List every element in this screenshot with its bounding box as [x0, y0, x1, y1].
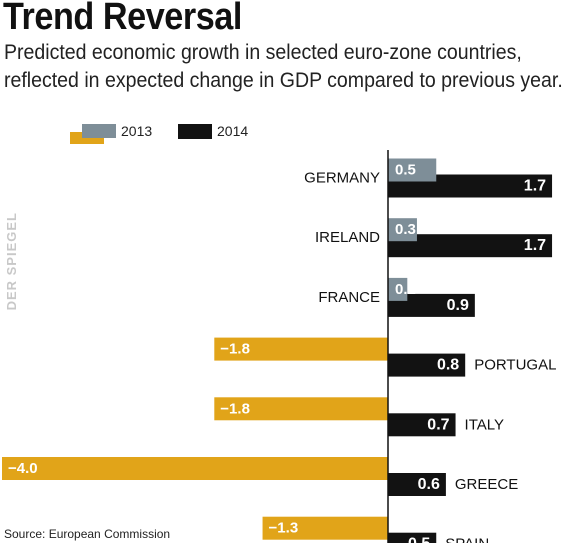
- value-label-2014-france: 0.9: [447, 297, 469, 314]
- category-label-greece: GREECE: [455, 476, 518, 493]
- bar-2013-greece: [2, 457, 388, 480]
- bar-2014-ireland: [388, 234, 553, 258]
- value-label-2013-ireland: 0.3: [395, 221, 416, 238]
- category-label-ireland: IRELAND: [315, 229, 380, 246]
- chart-subtitle-line-2: reflected in expected change in GDP comp…: [4, 69, 563, 92]
- value-label-2013-italy: −1.8: [220, 400, 250, 417]
- value-label-2013-france: 0.2: [395, 281, 416, 298]
- value-label-2014-greece: 0.6: [418, 476, 440, 493]
- value-label-2013-germany: 0.5: [395, 162, 416, 179]
- value-label-2014-portugal: 0.8: [437, 357, 459, 374]
- legend-swatch-2013-positive: [82, 124, 116, 138]
- legend: 2013 2014: [70, 123, 248, 144]
- category-label-italy: ITALY: [465, 416, 504, 433]
- legend-swatch-2014: [178, 124, 212, 139]
- value-label-2014-germany: 1.7: [524, 178, 546, 195]
- value-label-2013-greece: −4.0: [8, 460, 38, 477]
- bar-2014-france: [388, 293, 475, 317]
- bar-2014-portugal: [388, 353, 466, 377]
- value-label-2013-spain: −1.3: [269, 520, 299, 537]
- value-label-2014-spain: 0.5: [408, 536, 430, 543]
- bar-2013-ireland: [388, 218, 417, 242]
- value-label-2013-portugal: −1.8: [220, 341, 250, 358]
- bar-2013-portugal: [214, 337, 388, 361]
- source-note: Source: European Commission: [4, 527, 171, 541]
- chart-subtitle-line-1: Predicted economic growth in selected eu…: [4, 41, 522, 64]
- bar-2013-france: [388, 277, 408, 301]
- category-label-germany: GERMANY: [304, 170, 380, 187]
- value-label-2014-italy: 0.7: [427, 416, 449, 433]
- chart-title: Trend Reversal: [3, 0, 242, 38]
- bar-2013-italy: [214, 397, 388, 421]
- value-label-2014-ireland: 1.7: [524, 237, 546, 254]
- legend-label-2013: 2013: [121, 123, 152, 139]
- bar-2014-greece: [388, 473, 446, 496]
- category-label-spain: SPAIN: [445, 536, 489, 543]
- bar-2013-germany: [388, 158, 437, 182]
- bar-2013-spain: [262, 516, 388, 540]
- category-label-portugal: PORTUGAL: [474, 357, 556, 374]
- category-label-france: FRANCE: [318, 289, 380, 306]
- bar-2014-spain: [388, 532, 437, 543]
- legend-label-2014: 2014: [217, 123, 248, 139]
- bar-2014-italy: [388, 413, 456, 437]
